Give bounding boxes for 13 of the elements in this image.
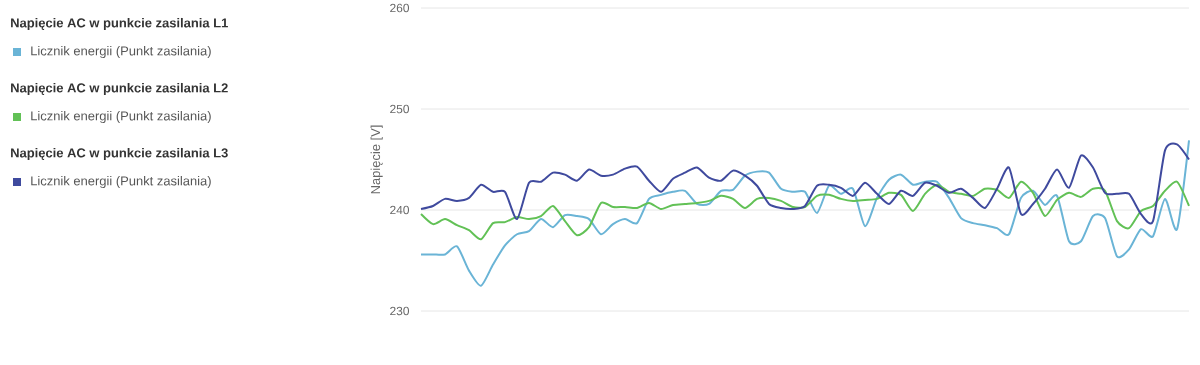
y-axis-title: Napięcie [V] <box>370 125 383 194</box>
line-series <box>420 180 1191 241</box>
text: Napięcie AC w punkcie zasilania L1 <box>11 17 228 31</box>
line-series <box>420 139 1191 287</box>
text: Napięcie AC w punkcie zasilania L3 <box>11 147 228 161</box>
y-tick-label: 260 <box>390 3 410 13</box>
y-tick-label: 230 <box>390 306 410 316</box>
y-tick-label: 240 <box>390 205 410 215</box>
text: Napięcie AC w punkcie zasilania L2 <box>11 82 228 96</box>
legend-label: Licznik energii (Punkt zasilania) <box>31 110 211 124</box>
legend-label: Licznik energii (Punkt zasilania) <box>31 45 211 59</box>
legend-label: Licznik energii (Punkt zasilania) <box>31 175 211 189</box>
y-tick-label: 250 <box>390 104 410 114</box>
